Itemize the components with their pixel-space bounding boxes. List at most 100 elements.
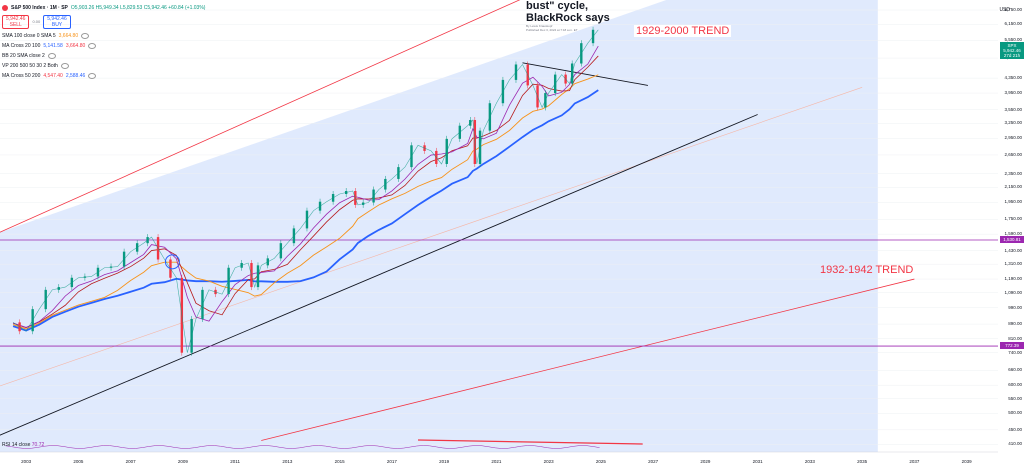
indicator-value: 3,664.80 xyxy=(65,43,86,49)
visibility-icon[interactable] xyxy=(47,53,56,59)
symbol-logo-icon xyxy=(2,5,8,11)
y-tick-label: 500.00 xyxy=(1008,410,1022,416)
y-tick-label: 1,190.00 xyxy=(1004,276,1022,282)
y-tick-label: 600.00 xyxy=(1008,382,1022,388)
rsi-line xyxy=(5,445,600,449)
currency-label[interactable]: USD xyxy=(999,7,1010,13)
price-line xyxy=(12,29,599,353)
indicator-row[interactable]: MA Cross 20 100 5,141.58 3,664.80 xyxy=(2,41,205,51)
sell-label: SELL xyxy=(9,22,22,28)
y-tick-label: 450.00 xyxy=(1008,426,1022,432)
y-tick-label: 660.00 xyxy=(1008,367,1022,373)
price-tag-current: 5,942.46 xyxy=(1003,48,1021,53)
buy-label: BUY xyxy=(51,22,63,28)
price-tag-countdown: 27d 21h xyxy=(1003,53,1021,58)
channel-lower-line xyxy=(261,278,915,441)
ma-200-line xyxy=(12,89,599,332)
y-tick-label: 6,150.00 xyxy=(1004,21,1022,27)
x-tick-label: 2031 xyxy=(752,459,763,464)
indicator-label: SMA 100 close 0 SMA 5 xyxy=(2,33,56,39)
x-tick-label: 2011 xyxy=(230,459,240,464)
news-footnote: Published Dec 3, 2024 at 7:18 a.m. ET xyxy=(526,28,578,32)
x-tick-label: 2017 xyxy=(386,459,397,464)
y-tick-label: 810.00 xyxy=(1008,335,1022,341)
x-tick-label: 2003 xyxy=(21,459,32,464)
indicator-value: 2,588.46 xyxy=(65,73,86,79)
x-tick-label: 2023 xyxy=(543,459,554,464)
indicator-value: 5,141.58 xyxy=(43,43,63,49)
indicator-label: MA Cross 50 200 xyxy=(2,73,41,79)
y-tick-label: 2,950.00 xyxy=(1004,135,1022,141)
x-tick-label: 2035 xyxy=(857,459,868,464)
level-tag-1: 1,530.81 xyxy=(1000,236,1024,244)
long-trend-line xyxy=(0,114,758,436)
thin-trend-line xyxy=(0,87,863,387)
x-tick-label: 2019 xyxy=(439,459,450,464)
y-tick-label: 3,550.00 xyxy=(1004,106,1022,112)
y-tick-label: 740.00 xyxy=(1008,349,1022,355)
x-tick-label: 2009 xyxy=(177,459,188,464)
x-tick-label: 2013 xyxy=(282,459,293,464)
y-tick-label: 1,430.00 xyxy=(1004,247,1022,253)
buy-price: 5,942.46 xyxy=(47,16,67,22)
x-tick-label: 2027 xyxy=(648,459,659,464)
y-tick-label: 1,090.00 xyxy=(1004,289,1022,295)
rsi-value: 70.72 xyxy=(31,442,45,448)
sell-button[interactable]: 5,942.46 SELL xyxy=(2,15,30,29)
indicator-label: BB 20 SMA close 2 xyxy=(2,53,45,59)
x-tick-label: 2037 xyxy=(909,459,920,464)
x-tick-label: 2029 xyxy=(700,459,711,464)
buy-button[interactable]: 5,942.46 BUY xyxy=(43,15,71,29)
rsi-divergence-line xyxy=(417,439,643,445)
indicator-row[interactable]: SMA 100 close 0 SMA 5 3,664.80 xyxy=(2,31,205,41)
x-tick-label: 2033 xyxy=(804,459,815,464)
y-tick-label: 6,750.00 xyxy=(1004,7,1022,12)
rsi-legend: RSI 14 close 70.72 xyxy=(2,442,44,448)
sma-100-line xyxy=(12,74,599,330)
news-overlay: bust" cycle, BlackRock says By Lewis Kra… xyxy=(526,0,610,32)
y-tick-label: 2,350.00 xyxy=(1004,170,1022,176)
indicator-value: 3,664.80 xyxy=(58,33,79,39)
indicator-row[interactable]: BB 20 SMA close 2 xyxy=(2,51,205,61)
indicator-label: VP 200 500 50 30 2 Both xyxy=(2,63,58,69)
circle-marker xyxy=(164,254,180,270)
y-tick-label: 2,650.00 xyxy=(1004,151,1022,157)
legend: S&P 500 Index · 1M · SP O5,903.26 H5,949… xyxy=(2,3,205,81)
y-tick-label: 1,310.00 xyxy=(1004,261,1022,267)
trend-label-lower[interactable]: 1932-1942 TREND xyxy=(820,264,914,276)
x-tick-label: 2005 xyxy=(73,459,84,464)
trend-label-upper[interactable]: 1929-2000 TREND xyxy=(634,25,732,37)
visibility-icon[interactable] xyxy=(81,33,90,39)
y-tick-label: 1,950.00 xyxy=(1004,199,1022,205)
y-tick-label: 2,150.00 xyxy=(1004,184,1022,190)
news-headline-2: BlackRock says xyxy=(526,12,610,24)
y-tick-label: 5,550.00 xyxy=(1004,37,1022,43)
y-tick-label: 1,750.00 xyxy=(1004,216,1022,222)
symbol-title[interactable]: S&P 500 Index · 1M · SP xyxy=(11,5,68,11)
visibility-icon[interactable] xyxy=(88,73,97,79)
indicator-list: SMA 100 close 0 SMA 5 3,664.80 MA Cross 20… xyxy=(2,31,205,81)
y-tick-label: 4,350.00 xyxy=(1004,75,1022,81)
ma-50-line xyxy=(12,55,599,329)
news-byline: By Lewis Krauskopf xyxy=(526,24,553,28)
y-tick-label: 1,590.00 xyxy=(1004,231,1022,237)
sell-price: 5,942.46 xyxy=(6,16,26,22)
y-tick-label: 3,250.00 xyxy=(1004,120,1022,126)
rsi-label: RSI 14 close xyxy=(2,442,31,448)
short-trend-line xyxy=(522,62,648,86)
ma-20-line xyxy=(12,45,599,328)
indicator-row[interactable]: MA Cross 50 200 4,547.40 2,588.46 xyxy=(2,71,205,81)
indicator-value: 4,547.40 xyxy=(43,73,63,79)
ohlc-values: O5,903.26 H5,949.34 L5,829.53 C5,942.46 … xyxy=(70,5,206,11)
y-tick-label: 890.00 xyxy=(1008,321,1022,327)
visibility-icon[interactable] xyxy=(88,43,97,49)
indicator-row[interactable]: VP 200 500 50 30 2 Both xyxy=(2,61,205,71)
y-tick-label: 410.00 xyxy=(1008,441,1022,447)
visibility-icon[interactable] xyxy=(60,63,69,69)
spread-value: 0.00 xyxy=(32,19,41,24)
y-tick-label: 3,950.00 xyxy=(1004,90,1022,96)
x-tick-label: 2021 xyxy=(491,459,502,464)
news-headline-1: bust" cycle, xyxy=(526,0,589,12)
x-tick-label: 2015 xyxy=(334,459,345,464)
